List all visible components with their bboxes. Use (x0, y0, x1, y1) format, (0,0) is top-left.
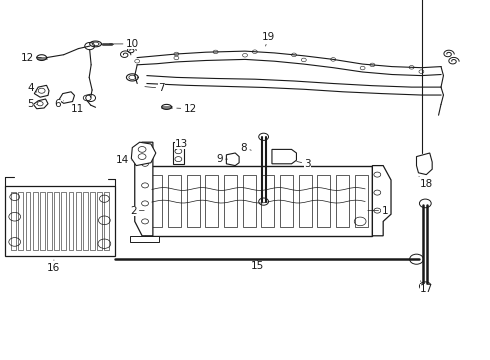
Bar (90, 192, 95, 250)
Bar (69, 192, 74, 250)
Text: 10: 10 (110, 39, 139, 49)
Bar (145, 166, 372, 236)
Text: 5: 5 (27, 99, 37, 109)
Polygon shape (416, 153, 432, 175)
Text: 12: 12 (177, 104, 197, 114)
Polygon shape (59, 92, 74, 103)
Bar (205, 175, 218, 227)
Text: 12: 12 (20, 53, 41, 63)
Bar (224, 175, 237, 227)
Bar (280, 175, 293, 227)
Polygon shape (33, 99, 48, 109)
Text: 11: 11 (71, 104, 84, 114)
Polygon shape (372, 166, 391, 236)
Text: 1: 1 (368, 206, 388, 216)
Polygon shape (34, 85, 49, 97)
Text: 18: 18 (419, 176, 433, 189)
Bar (149, 175, 162, 227)
Polygon shape (226, 153, 239, 166)
Bar (168, 175, 181, 227)
Bar (33, 192, 38, 250)
Bar (25, 192, 30, 250)
Bar (187, 175, 199, 227)
Polygon shape (131, 142, 156, 166)
Text: 19: 19 (262, 32, 275, 46)
Text: 16: 16 (47, 260, 61, 273)
Bar (83, 192, 88, 250)
Bar (61, 192, 66, 250)
Text: 15: 15 (250, 260, 264, 271)
Bar (76, 192, 81, 250)
Bar (355, 175, 368, 227)
Text: 4: 4 (27, 83, 37, 93)
Bar (11, 192, 16, 250)
Text: 7: 7 (145, 83, 165, 93)
Text: 17: 17 (419, 281, 433, 294)
Text: 8: 8 (241, 143, 251, 153)
Bar (173, 142, 184, 164)
Text: 9: 9 (216, 154, 227, 164)
Text: 14: 14 (116, 155, 132, 165)
Polygon shape (272, 149, 296, 164)
Text: 2: 2 (130, 206, 144, 216)
Bar (262, 175, 274, 227)
Bar (19, 192, 24, 250)
Bar (318, 175, 330, 227)
Bar (243, 175, 255, 227)
Bar (97, 192, 102, 250)
Text: 6: 6 (54, 99, 64, 109)
Bar (299, 175, 312, 227)
Polygon shape (135, 142, 153, 236)
Bar (130, 236, 159, 242)
Bar (336, 175, 349, 227)
Bar (54, 192, 59, 250)
Bar (5, 186, 115, 256)
Bar (104, 192, 109, 250)
Text: 3: 3 (297, 159, 311, 169)
Bar (47, 192, 52, 250)
Bar (40, 192, 45, 250)
Text: 13: 13 (174, 139, 188, 150)
